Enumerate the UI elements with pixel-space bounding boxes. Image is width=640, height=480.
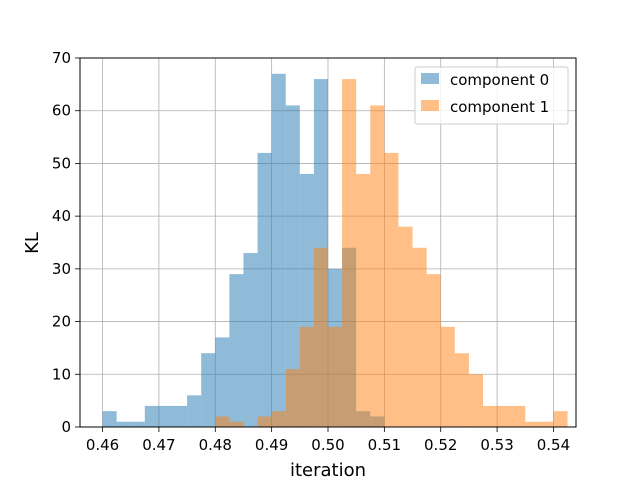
- x-tick-label: 0.51: [368, 436, 401, 454]
- histogram-bar-component-0: [130, 421, 145, 427]
- histogram-bar-component-1: [313, 247, 328, 427]
- histogram-bar-component-1: [328, 326, 343, 427]
- x-axis-ticks: 0.46 0.47 0.48 0.49 0.50 0.51 0.52 0.53 0.54: [86, 427, 570, 454]
- series-component-1: [215, 79, 568, 427]
- x-tick-label: 0.50: [311, 436, 344, 454]
- legend: component 0 component 1: [414, 66, 569, 125]
- histogram-bar-component-1: [525, 421, 540, 427]
- histogram-bars: [102, 73, 568, 428]
- y-axis-ticks: 0 10 20 30 40 50 60 70: [52, 49, 80, 436]
- y-tick-label: 70: [52, 49, 71, 67]
- histogram-bar-component-0: [285, 105, 300, 427]
- histogram-bar-component-1: [497, 405, 512, 427]
- histogram-bar-component-0: [116, 421, 131, 427]
- histogram-bar-component-0: [271, 73, 286, 428]
- y-tick-label: 40: [52, 207, 71, 225]
- histogram-bar-component-1: [257, 416, 272, 427]
- histogram-bar-component-1: [539, 421, 554, 427]
- legend-swatch-component-0: [421, 73, 439, 84]
- histogram-bar-component-1: [426, 274, 441, 427]
- legend-swatch-component-1: [421, 100, 439, 111]
- histogram-bar-component-0: [215, 337, 230, 427]
- histogram-bar-component-1: [454, 353, 469, 427]
- y-tick-label: 20: [52, 313, 71, 331]
- x-tick-label: 0.52: [424, 436, 457, 454]
- x-axis-label: iteration: [290, 460, 366, 480]
- histogram-bar-component-1: [215, 416, 230, 427]
- histogram-bar-component-1: [285, 369, 300, 427]
- histogram-bar-component-1: [299, 326, 314, 427]
- histogram-bar-component-1: [370, 105, 385, 427]
- histogram-bar-component-0: [102, 411, 117, 427]
- histogram-bar-component-0: [158, 405, 173, 427]
- histogram-bar-component-1: [384, 152, 399, 427]
- histogram-bar-component-0: [187, 395, 202, 427]
- histogram-bar-component-0: [201, 353, 216, 427]
- histogram-bar-component-1: [342, 79, 357, 427]
- legend-label-component-0: component 0: [450, 71, 549, 89]
- x-tick-label: 0.48: [199, 436, 232, 454]
- histogram-bar-component-0: [229, 274, 244, 427]
- y-tick-label: 60: [52, 102, 71, 120]
- histogram-bar-component-1: [271, 411, 286, 427]
- histogram-bar-component-1: [483, 405, 498, 427]
- histogram-bar-component-1: [398, 226, 413, 427]
- y-tick-label: 10: [52, 365, 71, 383]
- histogram-bar-component-1: [229, 421, 244, 427]
- x-tick-label: 0.54: [537, 436, 570, 454]
- legend-label-component-1: component 1: [450, 98, 549, 116]
- x-tick-label: 0.49: [255, 436, 288, 454]
- y-tick-label: 50: [52, 154, 71, 172]
- histogram-bar-component-1: [440, 326, 455, 427]
- y-tick-label: 30: [52, 260, 71, 278]
- histogram-bar-component-1: [356, 173, 371, 427]
- x-tick-label: 0.46: [86, 436, 119, 454]
- histogram-bar-component-1: [468, 374, 483, 427]
- histogram-bar-component-0: [243, 253, 258, 427]
- histogram-bar-component-1: [553, 411, 568, 427]
- y-tick-label: 0: [61, 418, 71, 436]
- histogram-bar-component-0: [144, 405, 159, 427]
- histogram-bar-component-0: [257, 152, 272, 427]
- legend-frame: [414, 66, 569, 125]
- x-tick-label: 0.53: [480, 436, 513, 454]
- y-axis-label: KL: [22, 232, 43, 254]
- histogram-bar-component-1: [412, 247, 427, 427]
- x-tick-label: 0.47: [142, 436, 175, 454]
- histogram-bar-component-0: [173, 405, 188, 427]
- histogram-bar-component-1: [511, 405, 526, 427]
